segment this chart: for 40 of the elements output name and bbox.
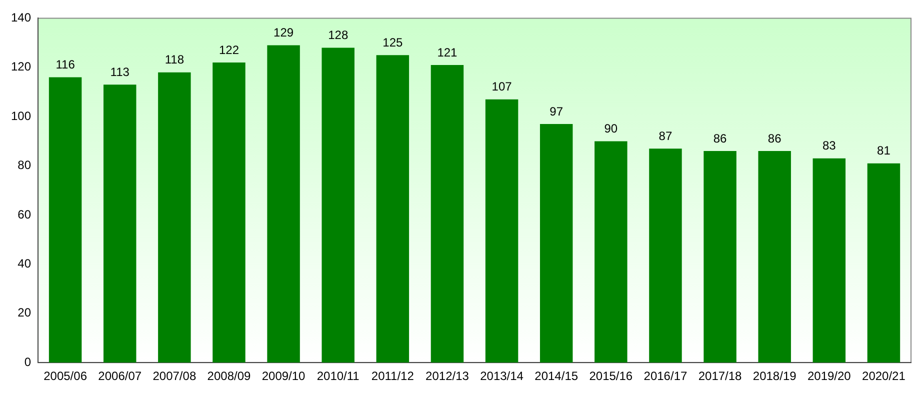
x-tick-label: 2006/07 bbox=[98, 369, 142, 384]
data-label: 122 bbox=[218, 42, 240, 57]
x-tick-label: 2010/11 bbox=[316, 369, 360, 384]
data-label: 87 bbox=[658, 128, 672, 143]
data-label: 97 bbox=[550, 104, 564, 118]
y-tick-label: 0 bbox=[24, 354, 32, 369]
data-label: 128 bbox=[328, 28, 348, 42]
x-tick-label: 2011/12 bbox=[371, 369, 414, 384]
y-tick-label: 40 bbox=[18, 256, 32, 271]
x-tick-label: 2017/18 bbox=[698, 369, 742, 384]
x-tick-label: 2014/15 bbox=[534, 369, 578, 384]
x-tick-label: 2009/10 bbox=[262, 369, 306, 384]
x-tick-label: 2012/13 bbox=[426, 369, 470, 384]
y-tick-label: 60 bbox=[18, 207, 32, 222]
data-label: 125 bbox=[382, 35, 403, 50]
y-tick-label: 100 bbox=[10, 108, 32, 123]
data-label: 129 bbox=[274, 26, 294, 40]
x-tick-label: 2007/08 bbox=[152, 369, 196, 384]
x-tick-label: 2008/09 bbox=[207, 369, 251, 384]
x-tick-label: 2019/20 bbox=[807, 369, 852, 384]
x-tick-label: 2005/06 bbox=[44, 369, 88, 384]
data-label: 90 bbox=[604, 122, 618, 136]
data-label: 121 bbox=[437, 45, 458, 60]
data-label: 86 bbox=[768, 131, 782, 146]
x-tick-label: 2016/17 bbox=[644, 369, 688, 384]
data-label: 83 bbox=[822, 138, 836, 153]
data-label: 113 bbox=[110, 64, 130, 79]
data-label: 118 bbox=[164, 52, 184, 67]
y-tick-label: 120 bbox=[10, 60, 32, 74]
y-tick-label: 80 bbox=[18, 158, 32, 172]
x-tick-label: 2018/19 bbox=[752, 369, 797, 384]
x-tick-label: 2020/21 bbox=[862, 369, 906, 384]
data-label: 116 bbox=[56, 58, 76, 72]
data-label: 86 bbox=[713, 131, 728, 146]
data-label: 107 bbox=[492, 80, 512, 94]
data-label: 81 bbox=[877, 144, 891, 158]
x-tick-label: 2015/16 bbox=[589, 369, 633, 384]
y-tick-label: 140 bbox=[10, 10, 32, 25]
x-tick-label: 2013/14 bbox=[480, 369, 524, 384]
y-tick-label: 20 bbox=[18, 306, 32, 320]
